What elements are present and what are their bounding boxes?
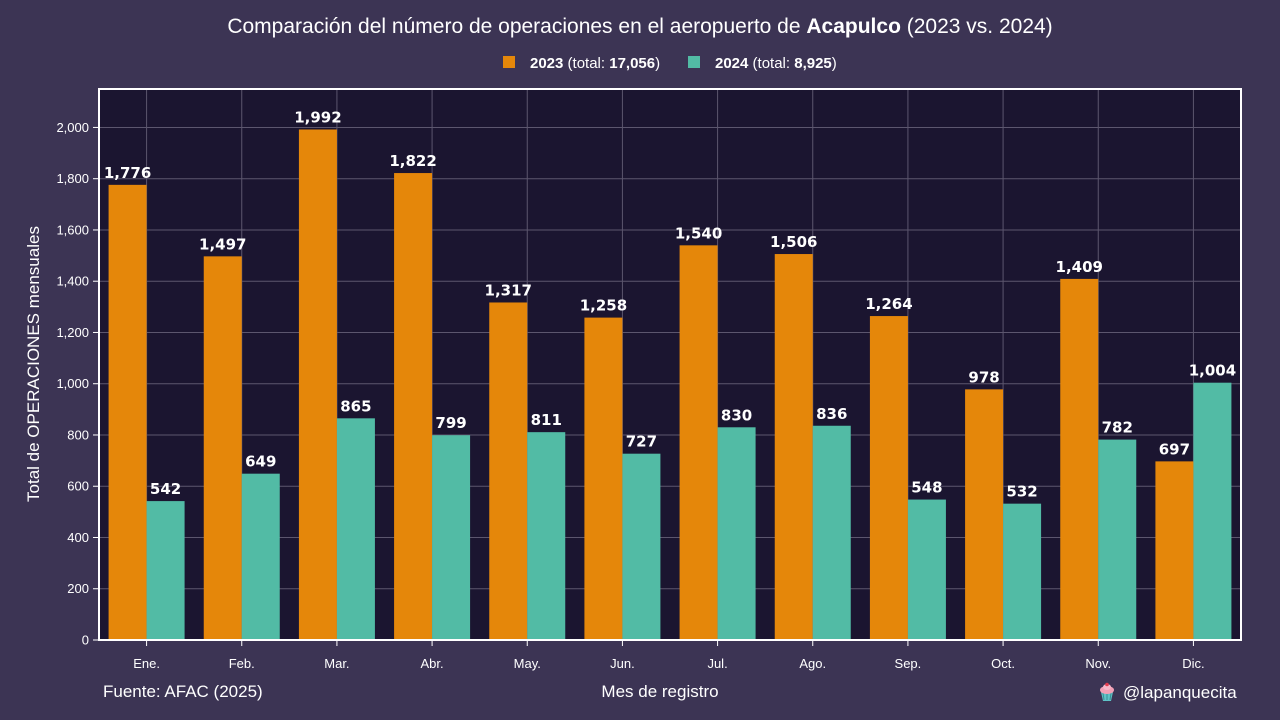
bar-value-label-2023: 1,264 (865, 295, 912, 313)
bar-value-labels: 1,776 1,497 1,992 1,822 1,317 1,258 1,540 1,506… (104, 108, 1236, 500)
bar-2024-abr (432, 435, 471, 640)
bar-2024-dic (1193, 382, 1232, 640)
bar-value-label-2024: 830 (721, 406, 752, 424)
bar-value-label-2024: 782 (1102, 419, 1133, 437)
bar-2024-jun (622, 453, 661, 640)
legend: 2023 (total: 17,056) 2024 (total: 8,925) (503, 55, 837, 72)
bar-2024-jul (717, 427, 756, 640)
x-tick-label: Sep. (895, 656, 922, 671)
bar-2023-sep (869, 316, 908, 640)
bar-value-label-2023: 1,409 (1056, 258, 1103, 276)
bar-value-label-2023: 1,497 (199, 235, 246, 253)
y-tick-label: 1,600 (56, 222, 89, 237)
plot-border (98, 88, 1242, 641)
bar-2024-feb (241, 473, 280, 640)
bar-value-label-2024: 799 (435, 414, 466, 432)
bar-2023-mar (298, 129, 337, 640)
author-handle: @lapanquecita (1123, 683, 1237, 702)
bar-2023-nov (1060, 278, 1099, 640)
x-tick-label: Oct. (991, 656, 1015, 671)
y-tick-label: 1,400 (56, 274, 89, 289)
chart-title: Comparación del número de operaciones en… (227, 15, 1052, 38)
bar-2023-ago (774, 254, 813, 641)
bar-2024-ene (146, 501, 185, 640)
bar-value-label-2023: 1,258 (580, 297, 627, 315)
x-tick-label: Jun. (610, 656, 635, 671)
bar-2023-jun (584, 317, 623, 640)
legend-swatch-2024 (688, 56, 700, 68)
bar-value-label-2023: 697 (1159, 440, 1190, 458)
legend-label-2023: 2023 (total: 17,056) (530, 55, 660, 72)
x-tick-label: Jul. (707, 656, 727, 671)
bar-2023-may (489, 302, 528, 640)
bar-2023-abr (394, 173, 433, 640)
x-tick-label: Ago. (799, 656, 826, 671)
bar-value-label-2024: 548 (911, 479, 942, 497)
bar-2023-jul (679, 245, 718, 640)
bar-value-label-2023: 1,317 (485, 281, 532, 299)
bar-value-label-2024: 836 (816, 405, 847, 423)
bar-2023-feb (203, 256, 242, 640)
x-tick-label: May. (514, 656, 541, 671)
source-note: Fuente: AFAC (2025) (103, 682, 263, 701)
legend-swatch-2023 (503, 56, 515, 68)
bar-2024-ago (812, 425, 851, 640)
y-tick-label: 1,200 (56, 325, 89, 340)
bar-2024-may (527, 432, 566, 640)
x-tick-label: Feb. (229, 656, 255, 671)
chart-title-suffix: (2023 vs. 2024) (901, 15, 1053, 38)
y-tick-label: 0 (82, 633, 89, 648)
x-tick-label: Nov. (1085, 656, 1111, 671)
y-tick-label: 1,800 (56, 171, 89, 186)
y-tick-label: 800 (67, 427, 89, 442)
bar-value-label-2023: 1,822 (389, 152, 436, 170)
bar-2023-ene (108, 184, 147, 640)
x-tick-label: Mar. (324, 656, 349, 671)
x-tick-label: Abr. (421, 656, 444, 671)
bar-2023-oct (965, 389, 1004, 640)
x-tick-label: Dic. (1182, 656, 1204, 671)
y-axis-title: Total de OPERACIONES mensuales (24, 226, 43, 502)
bar-value-label-2023: 1,776 (104, 164, 151, 182)
bar-value-label-2024: 727 (626, 433, 657, 451)
bar-value-label-2024: 542 (150, 480, 181, 498)
bar-value-label-2024: 865 (340, 397, 371, 415)
bars (108, 129, 1232, 641)
bar-value-label-2023: 978 (968, 368, 999, 386)
chart-title-city: Acapulco (806, 15, 901, 38)
bar-2024-mar (336, 418, 375, 640)
bar-value-label-2024: 649 (245, 453, 276, 471)
x-axis-title: Mes de registro (601, 682, 718, 701)
cupcake-icon (1100, 682, 1114, 701)
bar-value-label-2024: 811 (531, 411, 562, 429)
chart-title-prefix: Comparación del número de operaciones en… (227, 15, 806, 38)
bar-value-label-2024: 1,004 (1189, 362, 1236, 380)
bar-value-label-2024: 532 (1006, 483, 1037, 501)
y-tick-label: 400 (67, 530, 89, 545)
plot-area (99, 89, 1241, 640)
x-tick-label: Ene. (133, 656, 160, 671)
y-tick-label: 1,000 (56, 376, 89, 391)
y-tick-label: 200 (67, 581, 89, 596)
bar-2024-sep (907, 499, 946, 640)
x-axis-ticks: Ene. Feb. Mar. Abr. May. Jun. Jul. Ago. Sep. Oct.… (133, 640, 1205, 671)
legend-label-2024: 2024 (total: 8,925) (715, 55, 837, 72)
y-axis-ticks: 0 200 400 600 800 1,000 1,200 1,400 1,600 1,800 2,… (56, 120, 99, 648)
bar-value-label-2023: 1,540 (675, 224, 722, 242)
bar-2024-oct (1003, 503, 1042, 640)
bar-value-label-2023: 1,506 (770, 233, 817, 251)
y-tick-label: 600 (67, 479, 89, 494)
bar-2023-dic (1155, 461, 1194, 640)
bar-value-label-2023: 1,992 (294, 108, 341, 126)
y-tick-label: 2,000 (56, 120, 89, 135)
bar-2024-nov (1098, 439, 1137, 640)
